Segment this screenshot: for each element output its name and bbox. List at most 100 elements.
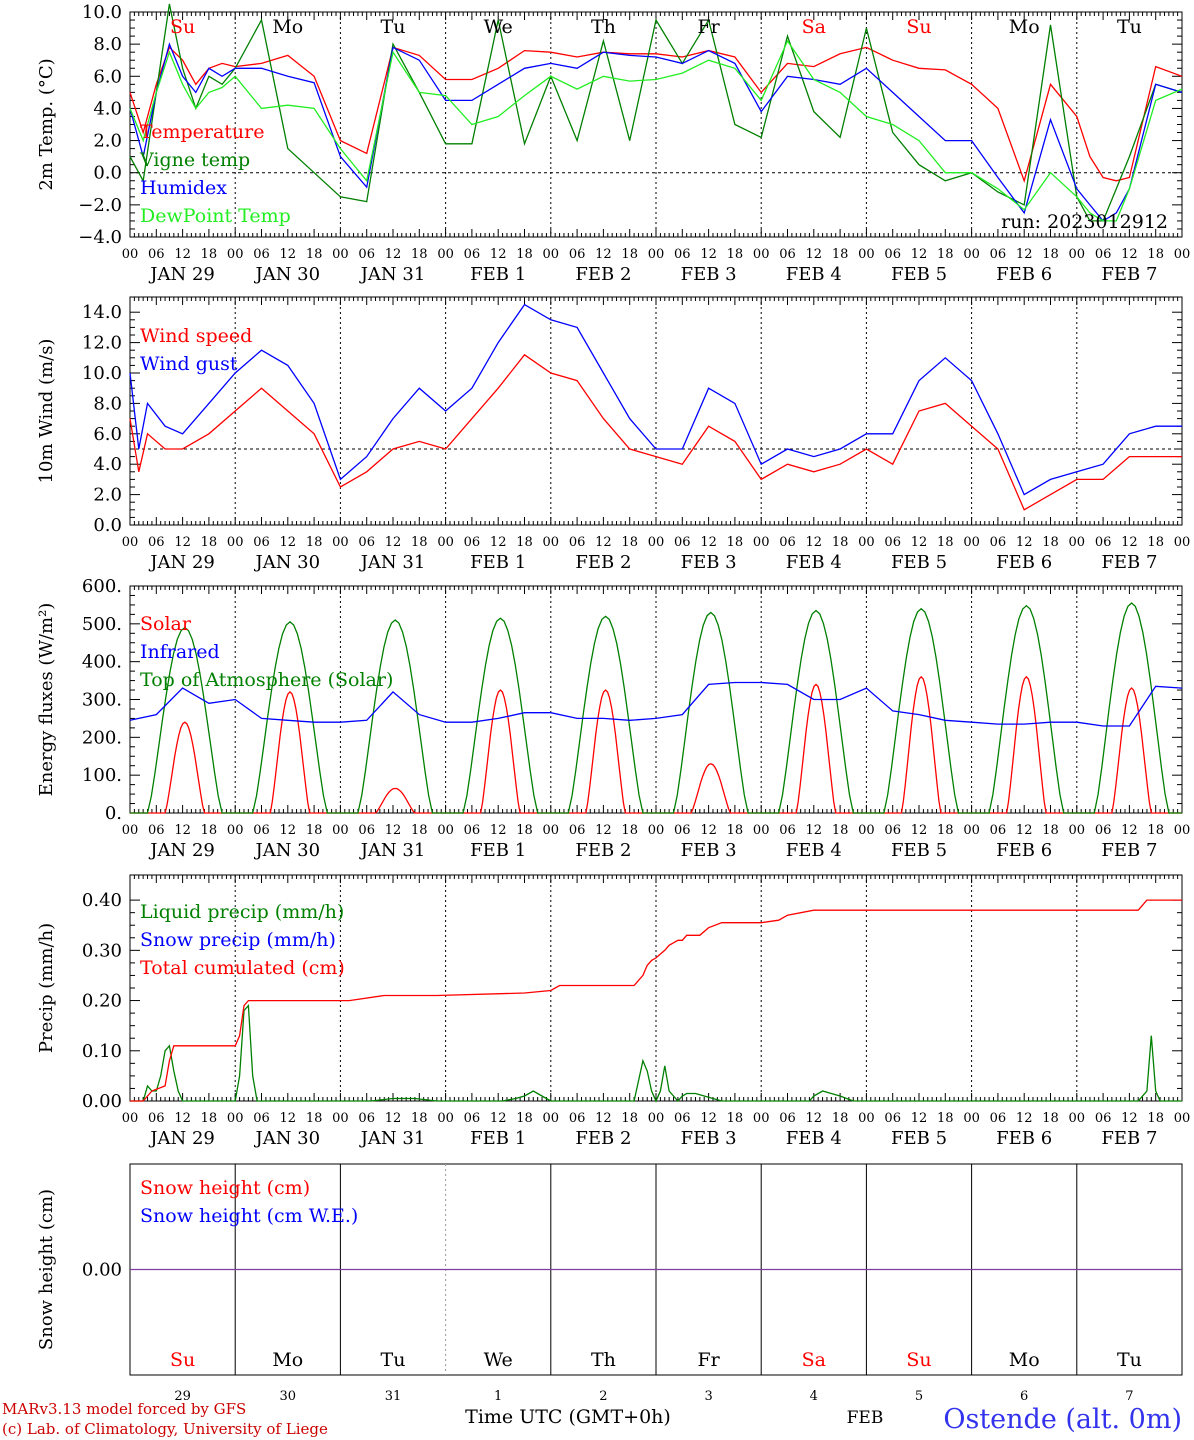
hour-tick-label: 00	[1174, 247, 1191, 262]
hour-tick-label: 00	[543, 535, 560, 550]
panel-5: 0.00 Snow height (cm) Snow height (cm) Snow…	[36, 1163, 1183, 1404]
hour-tick-label: 12	[911, 1111, 928, 1126]
weekday-label: Tu	[1117, 1349, 1142, 1371]
legend-entry: Temperature	[140, 121, 264, 143]
date-label: FEB 4	[786, 552, 842, 573]
date-label: FEB 3	[681, 264, 737, 285]
hour-tick-label: 00	[1069, 1111, 1086, 1126]
hour-tick-label: 12	[1121, 823, 1138, 838]
hour-tick-label: 12	[806, 247, 823, 262]
hour-tick-label: 06	[884, 247, 901, 262]
panels-layer: 00 06 12 18 00 06 12 18 00 06 12 18 00 06 12 18 00 06 12 18…	[36, 2, 1190, 1404]
hour-tick-label: 06	[990, 823, 1007, 838]
hour-tick-label: 18	[516, 247, 533, 262]
date-label: FEB 1	[470, 840, 526, 861]
hour-tick-label: 00	[648, 823, 665, 838]
hour-tick-label: 06	[253, 247, 270, 262]
weekday-label: We	[484, 16, 513, 38]
hour-tick-label: 00	[1174, 1111, 1191, 1126]
weekday-label: Mo	[1009, 16, 1040, 38]
y-tick-label: 4.0	[93, 98, 122, 119]
hour-tick-label: 06	[884, 1111, 901, 1126]
hour-tick-label: 12	[911, 247, 928, 262]
weekday-label: Mo	[1009, 1349, 1040, 1371]
weekday-label: Su	[170, 16, 195, 38]
y-tick-label: 2.0	[93, 131, 122, 152]
hour-tick-label: 18	[1042, 1111, 1059, 1126]
hour-tick-label: 18	[516, 1111, 533, 1126]
series-line-top-of-atmosphere-solar-	[130, 602, 1182, 814]
hour-tick-label: 18	[832, 535, 849, 550]
hour-tick-label: 12	[595, 247, 612, 262]
y-axis-title: 2m Temp. (°C)	[36, 58, 57, 190]
hour-tick-label: 00	[648, 535, 665, 550]
date-label: JAN 31	[359, 552, 426, 573]
hour-tick-label: 06	[779, 247, 796, 262]
hour-tick-label: 06	[148, 823, 165, 838]
weekday-label: Tu	[1117, 16, 1142, 38]
day-number-label: 31	[385, 1389, 402, 1404]
legend-entry: Snow height (cm)	[140, 1177, 310, 1199]
hour-tick-label: 12	[1121, 247, 1138, 262]
date-label: JAN 31	[359, 840, 426, 861]
hour-tick-label: 00	[122, 1111, 139, 1126]
date-label: FEB 1	[470, 552, 526, 573]
hour-tick-label: 06	[569, 535, 586, 550]
hour-tick-label: 18	[937, 1111, 954, 1126]
hour-tick-label: 12	[280, 823, 297, 838]
hour-tick-label: 12	[700, 247, 717, 262]
weekday-label: We	[484, 1349, 513, 1371]
hour-tick-label: 12	[700, 1111, 717, 1126]
date-label: FEB 5	[891, 264, 947, 285]
y-axis-title: Snow height (cm)	[36, 1189, 57, 1350]
date-label: FEB 7	[1101, 552, 1157, 573]
date-label: JAN 31	[359, 264, 426, 285]
date-label: FEB 3	[681, 1128, 737, 1149]
hour-tick-label: 00	[227, 535, 244, 550]
hour-tick-label: 06	[674, 535, 691, 550]
hour-tick-label: 00	[437, 247, 454, 262]
hour-tick-label: 06	[569, 247, 586, 262]
y-tick-label: 0.	[105, 803, 122, 824]
date-label: FEB 5	[891, 1128, 947, 1149]
date-label: JAN 29	[148, 552, 215, 573]
y-tick-label: 100.	[82, 765, 122, 786]
hour-tick-label: 12	[595, 1111, 612, 1126]
hour-tick-label: 06	[464, 823, 481, 838]
weekday-label: Sa	[802, 16, 826, 38]
legend-entry: Wind gust	[140, 353, 238, 375]
panel-2: 00 06 12 18 00 06 12 18 00 06 12 18 00 06 12 18 00 06 12 18…	[36, 296, 1190, 573]
hour-tick-label: 00	[437, 535, 454, 550]
weekday-label: Sa	[802, 1349, 826, 1371]
y-tick-label: 2.0	[93, 485, 122, 506]
hour-tick-label: 06	[464, 535, 481, 550]
run-label: run: 2023012912	[1001, 211, 1168, 233]
date-label: JAN 30	[254, 1128, 321, 1149]
y-tick-label: 0.0	[93, 515, 122, 536]
hour-tick-label: 18	[201, 247, 218, 262]
hour-tick-label: 06	[148, 247, 165, 262]
day-number-label: 2	[599, 1389, 607, 1404]
date-label: JAN 30	[254, 264, 321, 285]
hour-tick-label: 12	[806, 823, 823, 838]
hour-tick-label: 06	[253, 535, 270, 550]
hour-tick-label: 18	[621, 535, 638, 550]
hour-tick-label: 12	[1016, 823, 1033, 838]
y-tick-label: 200.	[82, 727, 122, 748]
hour-tick-label: 18	[1147, 1111, 1164, 1126]
hour-tick-label: 12	[385, 535, 402, 550]
hour-tick-label: 06	[884, 535, 901, 550]
hour-tick-label: 18	[727, 535, 744, 550]
date-label: FEB 6	[996, 552, 1052, 573]
hour-tick-label: 00	[122, 823, 139, 838]
day-number-label: 7	[1125, 1389, 1133, 1404]
hour-tick-label: 18	[306, 823, 323, 838]
weekday-label: Fr	[697, 1349, 720, 1371]
hour-tick-label: 18	[1042, 535, 1059, 550]
hour-tick-label: 06	[148, 535, 165, 550]
hour-tick-label: 18	[411, 535, 428, 550]
date-label: FEB 3	[681, 840, 737, 861]
date-label: FEB 4	[786, 1128, 842, 1149]
y-tick-label: 0.20	[82, 991, 122, 1012]
